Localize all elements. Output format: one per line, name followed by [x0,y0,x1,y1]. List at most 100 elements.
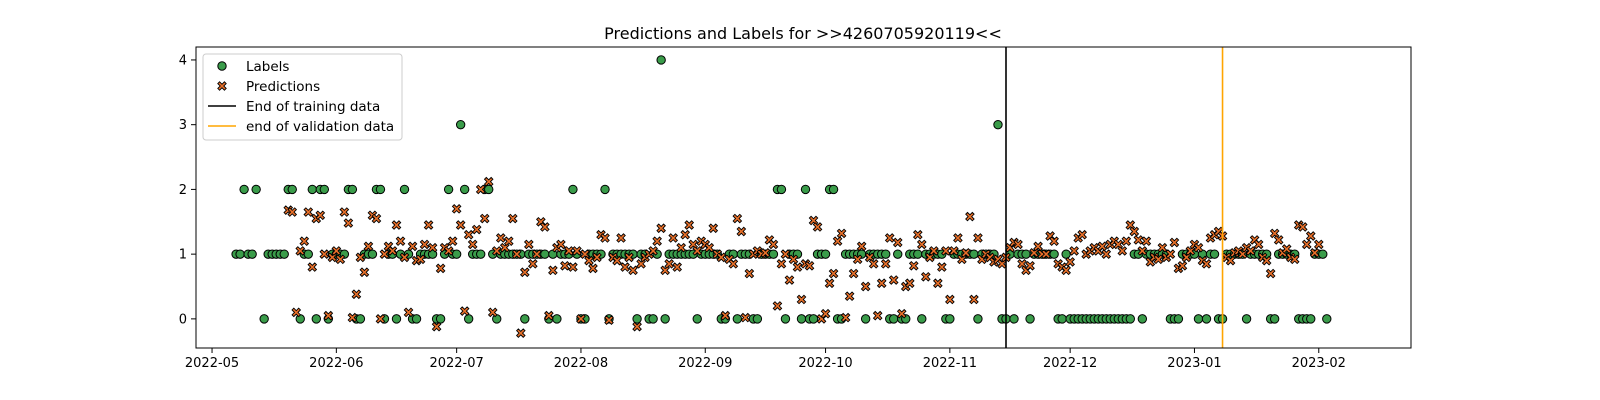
prediction-point [431,321,442,332]
y-tick-label: 1 [179,248,187,263]
prediction-point [1297,222,1308,232]
prediction-point [600,233,610,243]
prediction-point [1169,237,1180,248]
label-point [1318,249,1328,259]
prediction-point [1061,265,1071,276]
label-point [600,184,610,195]
label-point [307,184,317,195]
prediction-point [664,259,675,269]
label-point [476,249,486,259]
label-point [399,184,410,195]
legend-label: Labels [246,59,289,75]
prediction-point [928,246,939,256]
prediction-point [307,262,318,272]
predictions-series [283,176,1324,338]
prediction-point [1305,231,1316,241]
prediction-point [872,310,883,321]
prediction-point [864,252,875,263]
prediction-point [1313,239,1324,250]
label-point [800,184,811,195]
prediction-point [459,306,470,316]
prediction-point [924,252,935,263]
label-point [463,314,474,324]
prediction-point [1261,255,1272,266]
prediction-point [1133,235,1144,245]
prediction-point [708,223,719,234]
legend-item: End of training data [208,99,380,115]
label-point [459,184,470,195]
prediction-point [684,220,695,230]
prediction-point [403,307,414,318]
prediction-point [908,260,919,271]
prediction-point [399,252,410,263]
legend-item: Labels [217,59,289,75]
prediction-point [363,241,374,252]
prediction-point [820,308,831,319]
prediction-point [824,278,835,289]
prediction-point [1113,239,1124,250]
prediction-point [427,242,438,253]
legend-item: Predictions [217,79,320,95]
label-point [881,249,891,259]
prediction-point [616,233,626,243]
label-point [660,314,670,324]
prediction-point [892,237,903,248]
prediction-point [676,242,687,253]
prediction-point [836,228,847,239]
prediction-point [540,222,550,232]
prediction-point [515,328,526,338]
x-tick-label: 2022-12 [1043,356,1097,371]
prediction-point [652,236,662,247]
label-point [945,314,955,324]
prediction-point [1237,249,1248,259]
label-point [1125,314,1136,324]
prediction-point [660,265,670,276]
prediction-point [612,255,622,266]
prediction-point [1193,242,1204,253]
prediction-point [491,246,502,256]
prediction-point [511,249,522,259]
prediction-point [628,265,638,276]
prediction-point [688,239,699,250]
prediction-point [419,239,430,250]
prediction-point [832,236,843,247]
x-tick-label: 2022-09 [678,356,732,371]
prediction-point [395,236,406,247]
prediction-point [1013,239,1023,250]
label-point [780,314,791,324]
prediction-point [327,252,338,263]
prediction-point [1077,229,1088,240]
prediction-point [303,207,314,217]
x-tick-label: 2022-10 [798,356,852,371]
axes: 0 1 2 3 4 2022-05 2022-06 2022-07 2022-08 2022-09… [179,46,1412,371]
x-tick-label: 2022-07 [429,356,483,371]
prediction-point [291,307,302,318]
label-point [279,249,289,259]
prediction-point [969,294,979,305]
prediction-point [804,260,815,271]
prediction-point [1181,252,1192,263]
prediction-point [720,310,731,321]
label-point [451,249,462,259]
plot-area [231,47,1332,348]
prediction-point [1201,259,1212,269]
label-point [492,314,502,324]
x-tick-label: 2023-02 [1292,356,1346,371]
prediction-point [997,259,1007,269]
prediction-point [315,210,326,221]
prediction-point [560,260,570,271]
label-point [239,184,249,195]
prediction-point [580,249,590,259]
label-point [969,249,979,259]
label-point [1269,314,1280,324]
label-point [860,314,871,324]
prediction-point [916,239,927,250]
prediction-point [568,262,578,272]
prediction-point [772,301,783,311]
prediction-point [896,308,907,319]
prediction-point [443,246,454,256]
label-point [540,249,550,259]
prediction-point [812,222,823,232]
prediction-point [945,294,955,305]
